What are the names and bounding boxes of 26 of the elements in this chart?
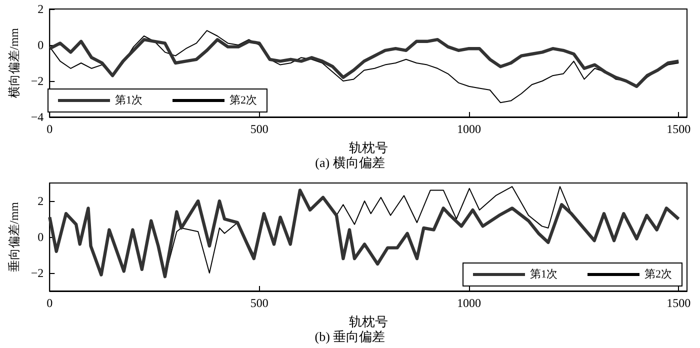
line-series bbox=[48, 38, 680, 88]
x-axis-title: 轨枕号 bbox=[348, 140, 388, 155]
y-tick-label: −4 bbox=[30, 110, 44, 124]
legend-label: 第1次 bbox=[530, 268, 558, 280]
x-tick-label: 500 bbox=[250, 296, 268, 310]
x-tick-label: 0 bbox=[46, 122, 53, 136]
y-axis-title: 横向偏差/mm bbox=[7, 27, 21, 98]
text: (a) 横向偏差 bbox=[315, 155, 385, 170]
y-tick-label: 2 bbox=[38, 2, 44, 16]
legend-label: 第1次 bbox=[115, 94, 142, 106]
y-tick-label: −2 bbox=[30, 74, 44, 88]
y-axis-title: 垂向偏差/mm bbox=[7, 201, 21, 272]
x-tick-label: 1000 bbox=[456, 122, 481, 136]
legend-label: 第2次 bbox=[230, 94, 257, 106]
x-tick-label: 0 bbox=[46, 296, 53, 310]
x-tick-label: 1500 bbox=[666, 122, 691, 136]
x-tick-label: 1500 bbox=[666, 296, 691, 310]
x-tick-label: 500 bbox=[250, 122, 268, 136]
x-axis-title: 轨枕号 bbox=[348, 314, 388, 329]
legend-label: 第2次 bbox=[644, 268, 672, 280]
x-tick-label: 1000 bbox=[456, 296, 481, 310]
text: (b) 垂向偏差 bbox=[314, 329, 386, 344]
y-tick-label: −2 bbox=[30, 266, 44, 280]
y-tick-label: 2 bbox=[38, 194, 44, 208]
y-tick-label: 0 bbox=[38, 38, 44, 52]
y-tick-label: 0 bbox=[38, 230, 44, 244]
